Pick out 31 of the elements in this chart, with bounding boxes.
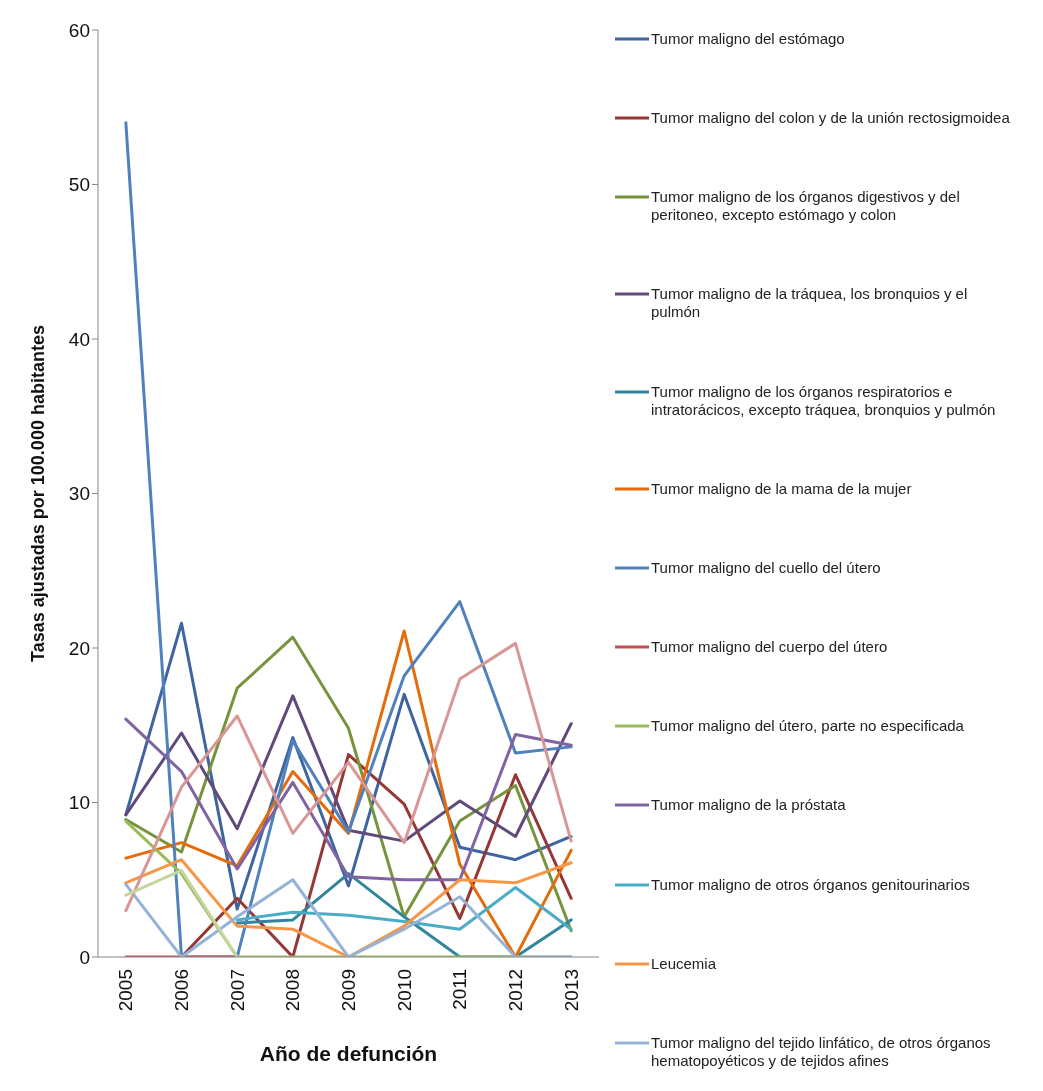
legend-label: Tumor maligno de la tráquea, los bronquios y el pulmón <box>651 285 969 322</box>
legend-label: Tumor maligno de los órganos digestivos y del peritoneo, excepto estómago y colon <box>651 188 961 225</box>
legend-label: Tumor maligno de la mama de la mujer <box>651 479 912 498</box>
legend-label: Tumor maligno del tejido linfático, de otros órganos hematopoyéticos y de tejidos afines <box>651 1033 992 1070</box>
y-tick-label: 60 <box>68 19 90 41</box>
x-tick-label: 2005 <box>115 969 137 1012</box>
x-tick-label: 2007 <box>226 969 248 1012</box>
y-tick-label: 40 <box>68 328 90 350</box>
y-tick-label: 20 <box>68 637 90 659</box>
legend-label: Tumor maligno del cuerpo del útero <box>651 638 888 657</box>
x-tick-label: 2013 <box>560 969 582 1012</box>
x-tick-label: 2012 <box>505 969 527 1012</box>
legend-label: Tumor maligno de los órganos respiratorios e intratorácicos, excepto tráquea, bronquios y pulmón <box>651 382 997 419</box>
x-axis-title: Año de defunción <box>259 1042 438 1065</box>
legend-label: Tumor maligno del estómago <box>651 30 845 48</box>
y-tick-label: 30 <box>68 483 90 505</box>
legend-label: Tumor maligno del útero, parte no especificada <box>651 717 964 736</box>
y-tick-label: 50 <box>68 174 90 196</box>
x-tick-label: 2009 <box>338 969 360 1012</box>
x-tick-label: 2008 <box>282 969 304 1012</box>
x-tick-label: 2010 <box>393 969 415 1012</box>
legend-label: Tumor maligno del cuello del útero <box>651 558 881 577</box>
legend-label: Tumor maligno de la próstata <box>651 796 846 815</box>
x-tick-label: 2006 <box>171 969 193 1012</box>
legend-label: Tumor maligno del colon y de la unión rectosigmoidea <box>651 109 1010 128</box>
legend-label: Tumor maligno de otros órganos genitourinarios <box>651 875 970 894</box>
y-tick-label: 0 <box>79 946 90 968</box>
y-tick-label: 10 <box>68 792 90 814</box>
y-axis-title: Tasas ajustadas por 100.000 habitantes <box>28 325 48 662</box>
x-tick-label: 2011 <box>449 969 471 1010</box>
legend-label: Leucemia <box>651 954 717 973</box>
